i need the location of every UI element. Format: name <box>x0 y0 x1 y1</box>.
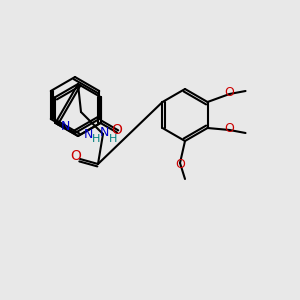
Text: N: N <box>61 119 70 133</box>
Text: O: O <box>225 85 235 98</box>
Text: N: N <box>84 128 93 140</box>
Text: O: O <box>112 122 122 136</box>
Text: O: O <box>70 149 81 163</box>
Text: O: O <box>225 122 235 134</box>
Text: N: N <box>99 125 109 139</box>
Text: H: H <box>92 134 100 144</box>
Text: H: H <box>109 134 117 144</box>
Text: O: O <box>175 158 185 172</box>
